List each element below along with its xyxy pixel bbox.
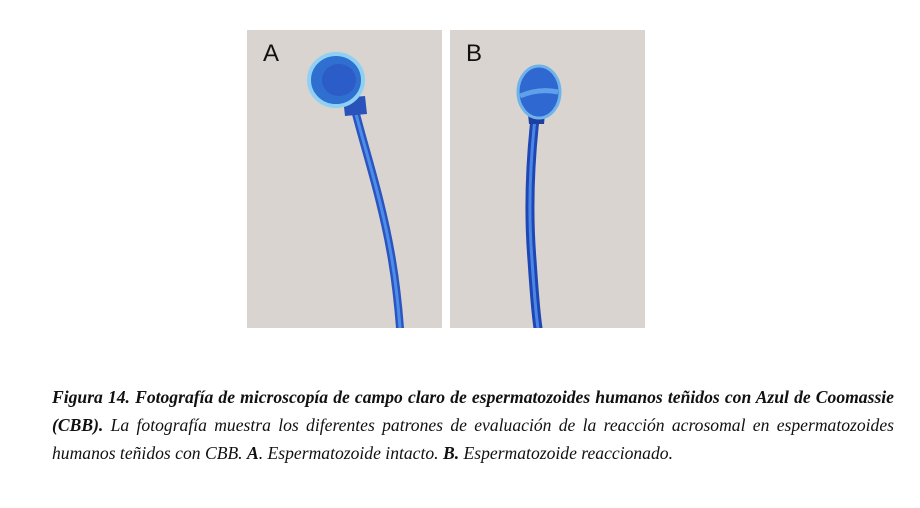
caption-text-b: Espermatozoide reaccionado. (459, 443, 673, 463)
panel-b-label: B (466, 40, 482, 68)
panel-b-image: B (450, 30, 645, 328)
caption-label-a: A (247, 443, 259, 463)
caption-label-b: B. (443, 443, 459, 463)
figure-caption: Figura 14. Fotografía de microscopía de … (52, 383, 894, 467)
intact-sperm-icon (247, 30, 442, 328)
caption-text-a: . Espermatozoide intacto. (259, 443, 443, 463)
panel-a-label: A (263, 40, 279, 68)
reacted-sperm-icon (450, 30, 645, 328)
panel-a-image: A (247, 30, 442, 328)
